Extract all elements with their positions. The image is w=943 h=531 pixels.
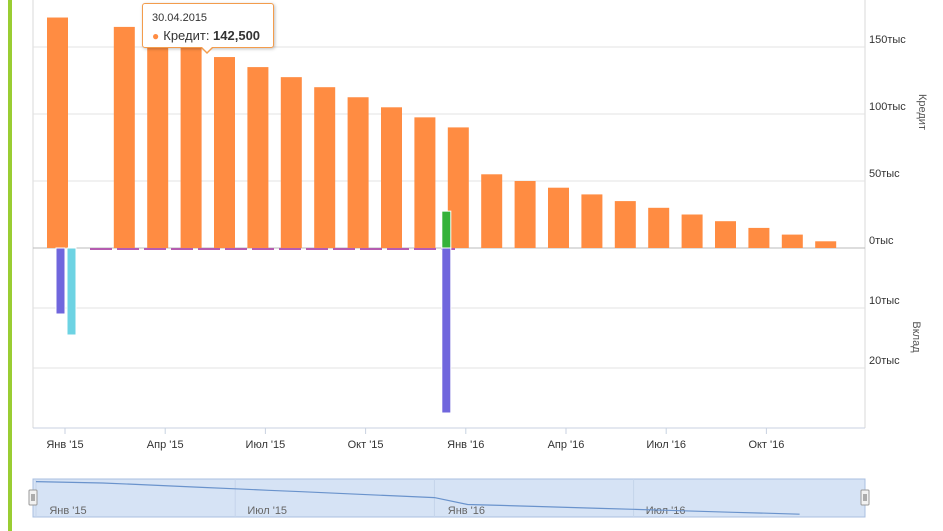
lower-axis-title: Вклад (910, 321, 922, 353)
credit-bar[interactable] (681, 214, 703, 249)
credit-bar[interactable] (815, 241, 837, 248)
navigator-label: Янв '15 (49, 505, 86, 517)
credit-bar[interactable] (781, 234, 803, 248)
upper-tick-label: 150тыс (869, 34, 906, 46)
credit-bar[interactable] (481, 174, 503, 248)
x-tick-label: Окт '16 (748, 439, 784, 451)
credit-bar[interactable] (548, 187, 569, 248)
tooltip-row: ● Кредит: 142,500 (152, 28, 261, 43)
credit-bar[interactable] (614, 201, 636, 248)
x-tick-label: Апр '15 (147, 439, 184, 451)
navigator-right-handle[interactable] (860, 489, 870, 506)
credit-bar[interactable] (381, 107, 402, 248)
upper-tick-label: 0тыс (869, 235, 894, 247)
deposit-bar[interactable] (66, 247, 77, 336)
x-tick-label: Июл '16 (646, 439, 686, 451)
navigator-left-handle[interactable] (28, 489, 38, 506)
credit-bar[interactable] (414, 117, 436, 248)
x-tick-label: Окт '15 (348, 439, 384, 451)
tooltip-value: 142,500 (213, 28, 261, 43)
upper-axis-title: Кредит (916, 94, 928, 130)
credit-bar[interactable] (113, 26, 135, 249)
navigator-label: Июл '16 (646, 505, 686, 517)
tooltip-date: 30.04.2015 (152, 12, 208, 24)
credit-bar[interactable] (214, 57, 235, 248)
lower-tick-label: 10тыс (869, 295, 900, 307)
credit-bar[interactable] (247, 67, 269, 248)
credit-bar[interactable] (147, 36, 169, 249)
credit-bar[interactable] (347, 97, 369, 248)
credit-bar[interactable] (715, 221, 736, 248)
credit-bar[interactable] (748, 227, 770, 248)
navigator-line (35, 481, 800, 515)
tooltip-series-name: Кредит (163, 28, 206, 43)
credit-highlight-bar[interactable] (441, 210, 452, 249)
navigator-label: Июл '15 (247, 505, 287, 517)
tooltip-arrow-inner (202, 47, 212, 52)
credit-bar[interactable] (581, 194, 603, 248)
credit-bar[interactable] (314, 87, 336, 248)
upper-tick-label: 100тыс (869, 101, 906, 113)
tooltip-series-dot: ● (152, 29, 160, 43)
chart-tooltip: 30.04.2015 ● Кредит: 142,500 (142, 3, 274, 54)
deposit-bar[interactable] (55, 247, 66, 315)
credit-bar[interactable] (47, 17, 68, 248)
accent-bar (8, 0, 12, 531)
credit-bar[interactable] (280, 77, 302, 249)
credit-bar[interactable] (180, 47, 202, 248)
x-tick-label: Янв '15 (46, 439, 83, 451)
upper-tick-label: 50тыс (869, 168, 900, 180)
x-tick-label: Апр '16 (548, 439, 585, 451)
deposit-bar[interactable] (441, 247, 452, 414)
credit-bar[interactable] (648, 207, 670, 248)
x-tick-label: Июл '15 (246, 439, 286, 451)
x-tick-label: Янв '16 (447, 439, 484, 451)
navigator-label: Янв '16 (448, 505, 485, 517)
credit-bar[interactable] (447, 127, 469, 248)
lower-tick-label: 20тыс (869, 355, 900, 367)
credit-bar[interactable] (514, 181, 536, 248)
